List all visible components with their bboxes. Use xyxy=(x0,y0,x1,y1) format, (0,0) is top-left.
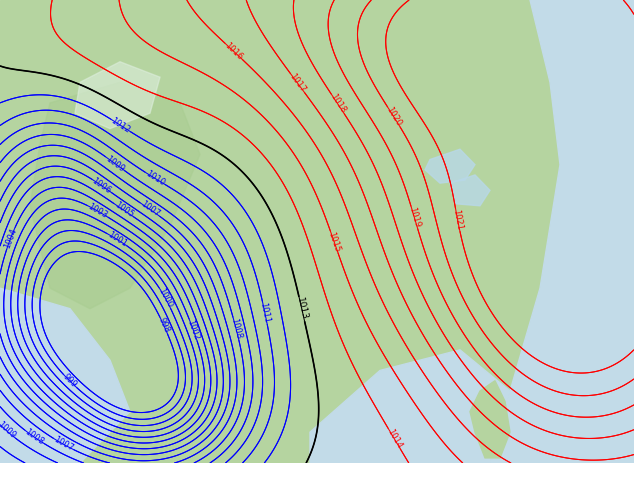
Text: 1004: 1004 xyxy=(3,227,18,250)
Text: 998: 998 xyxy=(157,317,171,335)
Text: 1002: 1002 xyxy=(185,318,201,341)
Polygon shape xyxy=(75,62,160,129)
Text: 999: 999 xyxy=(61,372,79,390)
Polygon shape xyxy=(490,0,634,463)
Text: 1012: 1012 xyxy=(110,116,132,135)
Text: 1009: 1009 xyxy=(0,420,17,441)
Text: 1005: 1005 xyxy=(112,200,135,220)
Text: 1007: 1007 xyxy=(52,435,75,453)
Polygon shape xyxy=(425,149,475,183)
Text: 1018: 1018 xyxy=(328,93,347,115)
Text: 1017: 1017 xyxy=(288,72,307,94)
Text: 1013: 1013 xyxy=(295,297,309,321)
Text: 1016: 1016 xyxy=(223,41,245,62)
Text: 1006: 1006 xyxy=(91,176,113,196)
Text: 1007: 1007 xyxy=(139,200,161,219)
Text: 1008: 1008 xyxy=(229,318,243,340)
Text: Fr 03-05-2024 00:00 UTC (00+48): Fr 03-05-2024 00:00 UTC (00+48) xyxy=(368,471,628,485)
Text: 1001: 1001 xyxy=(106,230,129,249)
Text: 1011: 1011 xyxy=(258,301,271,324)
Text: 1020: 1020 xyxy=(384,106,403,128)
Polygon shape xyxy=(450,175,490,206)
Text: 1010: 1010 xyxy=(144,169,166,188)
Text: 1008: 1008 xyxy=(23,427,46,447)
Text: Surface pressure [hPa] ECMWF: Surface pressure [hPa] ECMWF xyxy=(6,471,241,485)
Polygon shape xyxy=(310,350,510,463)
Text: 1000: 1000 xyxy=(156,287,174,309)
Text: 1021: 1021 xyxy=(451,209,464,231)
Text: 1009: 1009 xyxy=(104,154,126,173)
Text: 1019: 1019 xyxy=(407,206,422,229)
Polygon shape xyxy=(0,288,130,463)
Polygon shape xyxy=(470,381,510,458)
Text: 1015: 1015 xyxy=(327,230,342,253)
Text: 1014: 1014 xyxy=(385,427,403,450)
Text: 1003: 1003 xyxy=(86,202,109,220)
Polygon shape xyxy=(30,82,200,309)
